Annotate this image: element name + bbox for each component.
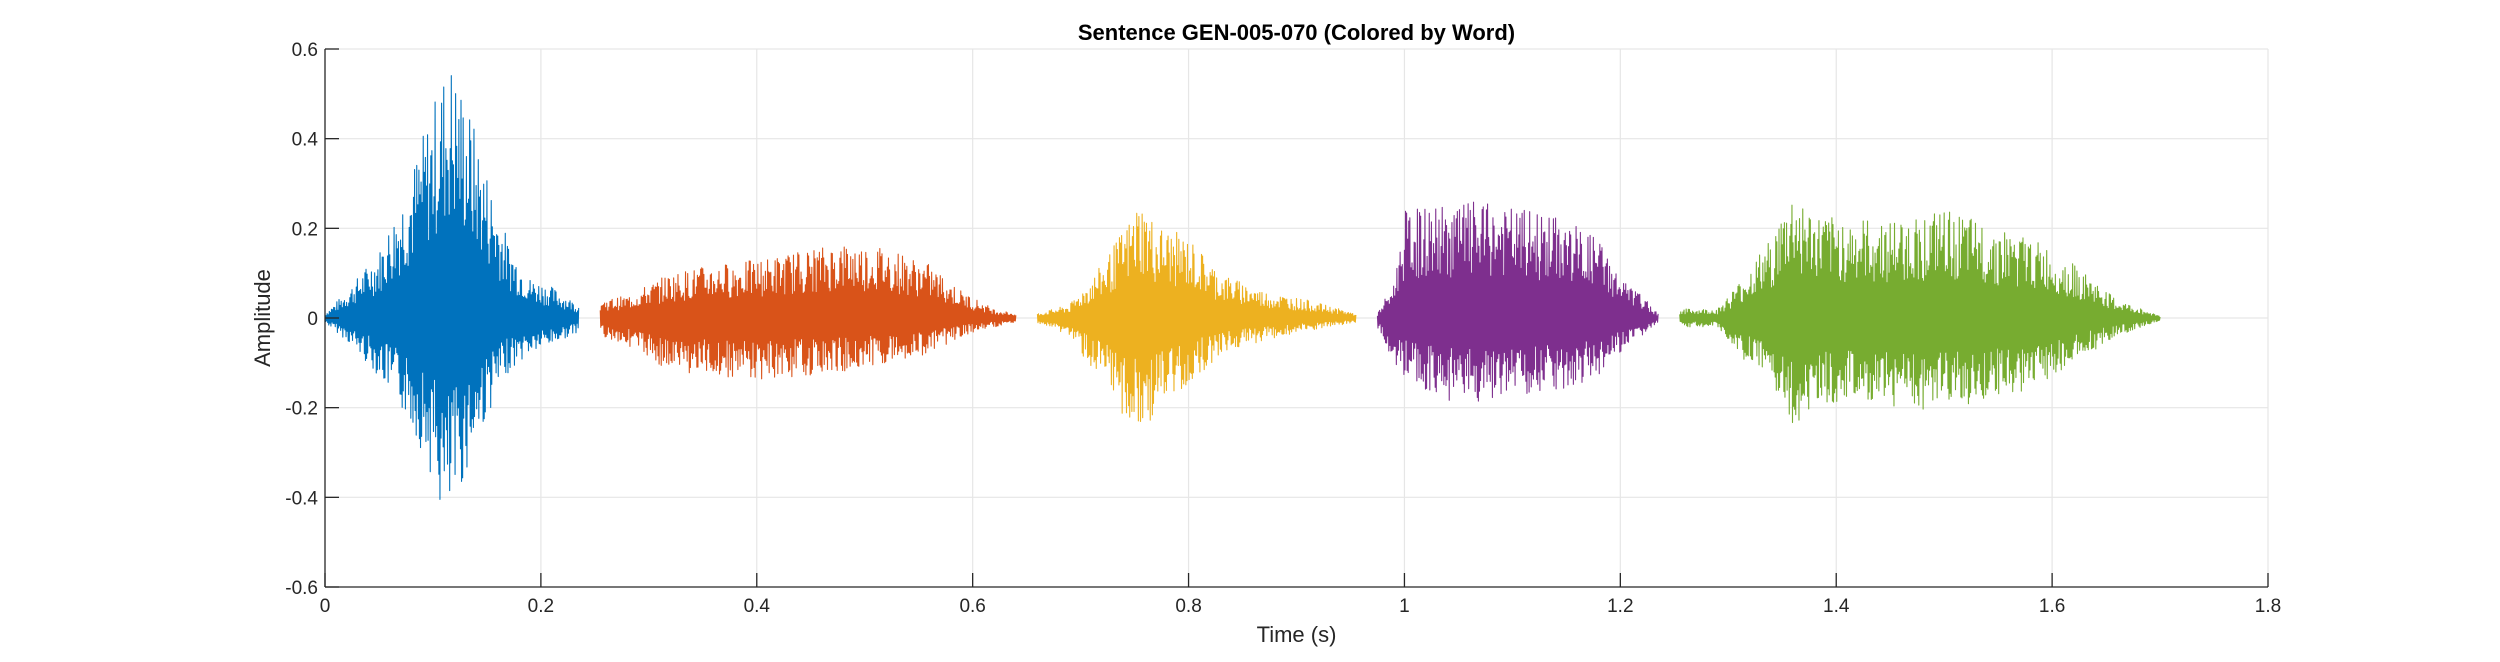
x-tick-label: 1.2: [1607, 596, 1633, 617]
x-tick-label: 0.6: [959, 596, 985, 617]
y-tick-label: 0.6: [292, 40, 318, 61]
waveform-word-1: [324, 75, 580, 500]
y-tick-label: -0.6: [285, 578, 318, 599]
x-tick-label: 1.4: [1823, 596, 1850, 617]
waveform-word-2: [599, 246, 1017, 380]
waveform-word-5: [1679, 204, 2161, 424]
x-axis-label: Time (s): [1257, 622, 1337, 647]
y-axis-label: Amplitude: [250, 269, 275, 367]
x-tick-label: 1.8: [2255, 596, 2281, 617]
waveform-word-3: [1036, 212, 1357, 423]
axes: [324, 48, 2269, 588]
x-tick-label: 1.6: [2039, 596, 2065, 617]
chart-title: Sentence GEN-005-070 (Colored by Word): [1078, 20, 1515, 45]
y-tick-label: -0.2: [285, 399, 318, 420]
x-tick-label: 0.8: [1175, 596, 1201, 617]
x-tick-label: 1: [1399, 596, 1410, 617]
y-tick-label: 0.2: [292, 219, 318, 240]
x-tick-label: 0.2: [528, 596, 554, 617]
x-tick-label: 0.4: [744, 596, 771, 617]
y-tick-label: 0.4: [292, 130, 319, 151]
waveform-word-4: [1376, 201, 1659, 402]
y-tick-label: 0: [307, 309, 318, 330]
x-tick-label: 0: [320, 596, 331, 617]
series-layer: [324, 75, 2161, 500]
y-tick-label: -0.4: [285, 488, 318, 509]
tick-labels: 0 0.2 0.4 0.6 0.8 1 1.2 1.4 1.6 1.8 -0.6 -0.4 -0.2 0 0…: [285, 40, 2281, 617]
